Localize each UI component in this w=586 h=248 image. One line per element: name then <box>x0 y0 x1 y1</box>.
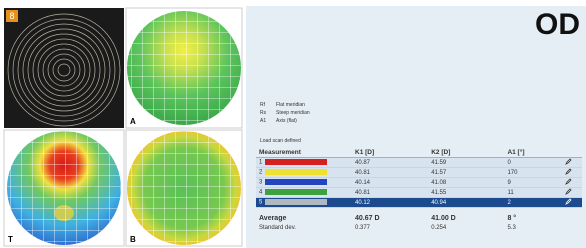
color-bar <box>265 189 327 195</box>
cell: 41.59 <box>428 158 504 168</box>
grid <box>7 131 121 245</box>
color-bar <box>265 199 327 205</box>
eye-label: OD <box>535 8 580 42</box>
cell: 41.57 <box>428 168 504 178</box>
row-number: 5 <box>259 200 262 206</box>
cell <box>562 223 582 232</box>
color-bar <box>265 179 327 185</box>
legend-text: Steep meridian <box>276 110 310 116</box>
column-header: K1 [D] <box>352 148 428 158</box>
cell: 41.55 <box>428 188 504 198</box>
cell: 40.81 <box>352 168 428 178</box>
pencil[interactable] <box>565 178 572 185</box>
note: Load scan defined <box>260 138 301 144</box>
color-bar <box>265 159 327 165</box>
edit-icon[interactable] <box>562 168 582 178</box>
placido-panel <box>4 8 124 128</box>
row-number: 3 <box>259 180 262 186</box>
cell: 11 <box>504 188 562 198</box>
cell: 8 ° <box>504 208 562 224</box>
column-header: Measurement <box>256 148 352 158</box>
cell: 40.94 <box>428 198 504 208</box>
cell: 0.254 <box>428 223 504 232</box>
legend-text: Flat meridian <box>276 102 305 108</box>
header-row: Measurement K1 [D] K2 [D] A1 [°] <box>256 148 582 158</box>
color-bar <box>265 169 327 175</box>
cell: 0.377 <box>352 223 428 232</box>
cell: 4 <box>256 188 352 198</box>
pencil[interactable] <box>565 158 572 165</box>
cell: 3 <box>256 178 352 188</box>
edit-icon[interactable] <box>562 188 582 198</box>
map-label: T <box>8 235 13 244</box>
pencil[interactable] <box>565 168 572 175</box>
cell: 40.14 <box>352 178 428 188</box>
row-number: 4 <box>259 190 262 196</box>
pencil[interactable] <box>565 198 572 205</box>
cell: 40.12 <box>352 198 428 208</box>
badge-text: 8 <box>9 11 14 21</box>
cell: Average <box>256 208 352 224</box>
legend-key: Rf <box>260 102 276 108</box>
pencil[interactable] <box>565 188 572 195</box>
edit-icon[interactable] <box>562 178 582 188</box>
legend-key: Rs <box>260 110 276 116</box>
grid <box>127 131 241 245</box>
edit-icon[interactable] <box>562 198 582 208</box>
column-header: K2 [D] <box>428 148 504 158</box>
cell: 170 <box>504 168 562 178</box>
cell: 2 <box>256 168 352 178</box>
map-label: A <box>130 117 136 126</box>
cell <box>562 208 582 224</box>
column-header <box>562 148 582 158</box>
cell: 40.67 D <box>352 208 428 224</box>
edit-icon[interactable] <box>562 158 582 168</box>
legend-key: A1 <box>260 118 276 124</box>
cell: 9 <box>504 178 562 188</box>
row-number: 2 <box>259 170 262 176</box>
column-header: A1 [°] <box>504 148 562 158</box>
cell: 0 <box>504 158 562 168</box>
cell: 1 <box>256 158 352 168</box>
legend-text: Axis (flat) <box>276 118 297 124</box>
cell: 5 <box>256 198 352 208</box>
cell: 41.00 D <box>428 208 504 224</box>
map-label: B <box>130 235 136 244</box>
cell: 40.81 <box>352 188 428 198</box>
cell: 5.3 <box>504 223 562 232</box>
maps: 8 A T B <box>0 0 246 248</box>
cell: 2 <box>504 198 562 208</box>
screen: 8 A T B OD RfFlat meridian RsSteep merid… <box>0 0 586 248</box>
row-number: 1 <box>259 160 262 166</box>
cell: 40.87 <box>352 158 428 168</box>
cell: Standard dev. <box>256 223 352 232</box>
grid <box>127 11 241 125</box>
cell: 41.08 <box>428 178 504 188</box>
